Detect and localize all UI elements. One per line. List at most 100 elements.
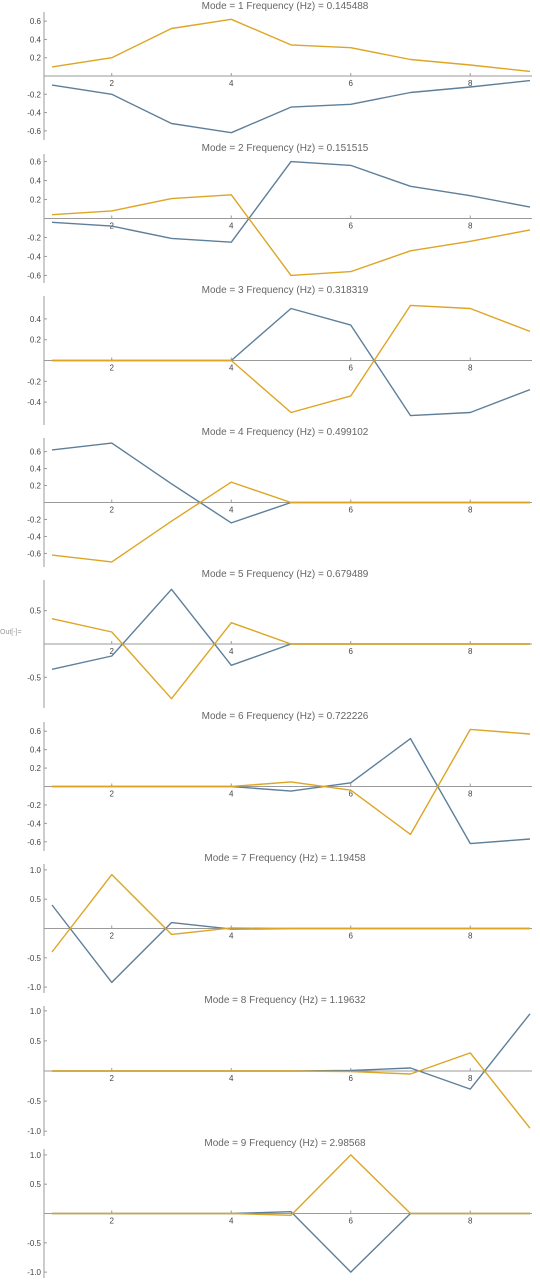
y-tick-label: 1.0: [30, 1007, 42, 1016]
y-tick-label: 0.4: [30, 746, 42, 755]
plot-title: Mode = 5 Frequency (Hz) = 0.679489: [202, 569, 369, 580]
mode-1-series-1-line: [51, 79, 531, 134]
mode-7-series-1-line: [51, 904, 530, 984]
y-tick-label: 0.2: [30, 196, 42, 205]
mode-5-series-1-line: [51, 588, 530, 670]
y-tick-label: -0.4: [27, 398, 41, 407]
x-tick-label: 4: [229, 790, 234, 799]
y-tick-label: -0.4: [27, 252, 41, 261]
x-tick-label: 2: [110, 506, 115, 515]
mode-3-series-2-line: [52, 304, 531, 414]
y-tick-label: 0.4: [30, 177, 42, 186]
mode-6-plot: Mode = 6 Frequency (Hz) = 0.722226 2 4 6 8 -0…: [27, 711, 532, 851]
mode-8-series-2-line: [52, 1052, 531, 1129]
x-tick-label: 8: [468, 1074, 473, 1083]
mode-2-series-2-line: [51, 194, 531, 277]
plot-title: Mode = 1 Frequency (Hz) = 0.145488: [202, 1, 369, 12]
y-tick-label: -0.4: [27, 819, 41, 828]
y-tick-label: 0.4: [30, 465, 42, 474]
plot-title: Mode = 2 Frequency (Hz) = 0.151515: [202, 143, 369, 154]
x-tick-label: 6: [349, 1217, 354, 1226]
y-tick-label: 0.2: [30, 764, 42, 773]
x-tick-label: 8: [468, 222, 473, 231]
x-tick-label: 4: [229, 506, 234, 515]
y-tick-label: 0.5: [30, 1037, 42, 1046]
y-tick-label: -0.6: [27, 838, 41, 847]
y-tick-label: -1.0: [27, 1268, 41, 1277]
x-tick-label: 2: [110, 1217, 115, 1226]
x-tick-label: 2: [110, 932, 115, 941]
mode-4-series-2-line: [51, 481, 530, 563]
plot-title: Mode = 9 Frequency (Hz) = 2.98568: [204, 1138, 366, 1149]
x-tick-label: 2: [110, 647, 115, 656]
x-tick-label: 2: [110, 790, 115, 799]
x-tick-label: 6: [349, 79, 354, 88]
mode-7-series-2-line: [51, 873, 530, 953]
y-tick-label: 0.6: [30, 17, 42, 26]
y-tick-label: -0.5: [27, 1239, 41, 1248]
plot-title: Mode = 3 Frequency (Hz) = 0.318319: [202, 285, 369, 296]
y-tick-label: -0.6: [27, 549, 41, 558]
mode-8-plot: Mode = 8 Frequency (Hz) = 1.19632 2 4 6 8 -1.…: [27, 995, 532, 1136]
y-tick-label: -1.0: [27, 983, 41, 992]
x-tick-label: 4: [229, 364, 234, 373]
x-tick-label: 4: [229, 647, 234, 656]
x-tick-label: 4: [229, 79, 234, 88]
mode-5-series-2-line: [51, 618, 530, 700]
y-tick-label: 0.6: [30, 727, 42, 736]
mode-6-series-1-line: [52, 737, 531, 845]
x-tick-label: 2: [110, 364, 115, 373]
plot-title: Mode = 8 Frequency (Hz) = 1.19632: [204, 995, 366, 1006]
mode-9-series-2-line: [52, 1154, 530, 1217]
y-tick-label: -0.5: [27, 1097, 41, 1106]
x-tick-label: 2: [110, 1074, 115, 1083]
x-tick-label: 4: [229, 1217, 234, 1226]
y-tick-label: -1.0: [27, 1127, 41, 1136]
plot-title: Mode = 4 Frequency (Hz) = 0.499102: [202, 427, 369, 438]
x-tick-label: 4: [229, 932, 234, 941]
mode-3-series-1-line: [52, 307, 531, 417]
y-tick-label: 0.5: [30, 895, 42, 904]
y-tick-label: 0.4: [30, 315, 42, 324]
x-tick-label: 6: [349, 1074, 354, 1083]
x-tick-label: 8: [468, 79, 473, 88]
y-tick-label: -0.5: [27, 954, 41, 963]
y-tick-label: -0.2: [27, 90, 41, 99]
x-tick-label: 8: [468, 790, 473, 799]
x-tick-label: 8: [468, 506, 473, 515]
x-tick-label: 4: [229, 222, 234, 231]
y-tick-label: 0.2: [30, 336, 42, 345]
mode-5-plot: Mode = 5 Frequency (Hz) = 0.679489 2 4 6 8 -0…: [27, 569, 532, 708]
y-tick-label: 0.5: [30, 607, 42, 616]
mode-7-plot: Mode = 7 Frequency (Hz) = 1.19458 2 4 6 8 -1.…: [27, 853, 532, 993]
output-cell-label: Out[-]=: [0, 629, 22, 636]
x-tick-label: 8: [468, 932, 473, 941]
mode-4-series-1-line: [51, 442, 530, 524]
y-tick-label: 0.6: [30, 158, 42, 167]
mode-8-series-1-line: [52, 1013, 531, 1090]
x-tick-label: 8: [468, 1217, 473, 1226]
y-tick-label: -0.2: [27, 233, 41, 242]
y-tick-label: -0.2: [27, 801, 41, 810]
y-tick-label: 0.6: [30, 448, 42, 457]
mode-9-plot: Mode = 9 Frequency (Hz) = 2.98568 2 4 6 8 -1.…: [27, 1138, 532, 1278]
y-tick-label: -0.4: [27, 532, 41, 541]
y-tick-label: 0.2: [30, 54, 42, 63]
plot-title: Mode = 7 Frequency (Hz) = 1.19458: [204, 853, 366, 864]
plot-title: Mode = 6 Frequency (Hz) = 0.722226: [202, 711, 369, 722]
y-tick-label: -0.2: [27, 515, 41, 524]
mode-4-plot: Mode = 4 Frequency (Hz) = 0.499102 2 4 6 8 -0…: [27, 427, 532, 567]
y-tick-label: -0.4: [27, 109, 41, 118]
x-tick-label: 6: [349, 790, 354, 799]
x-tick-label: 8: [468, 364, 473, 373]
x-tick-label: 6: [349, 222, 354, 231]
y-tick-label: 0.5: [30, 1180, 42, 1189]
mode-1-plot: Mode = 1 Frequency (Hz) = 0.145488 2 4 6 8 -0…: [27, 1, 532, 140]
y-tick-label: -0.2: [27, 377, 41, 386]
x-tick-label: 6: [349, 506, 354, 515]
x-tick-label: 8: [468, 647, 473, 656]
mode-2-series-1-line: [51, 160, 531, 243]
x-tick-label: 6: [349, 364, 354, 373]
x-tick-label: 2: [110, 79, 115, 88]
